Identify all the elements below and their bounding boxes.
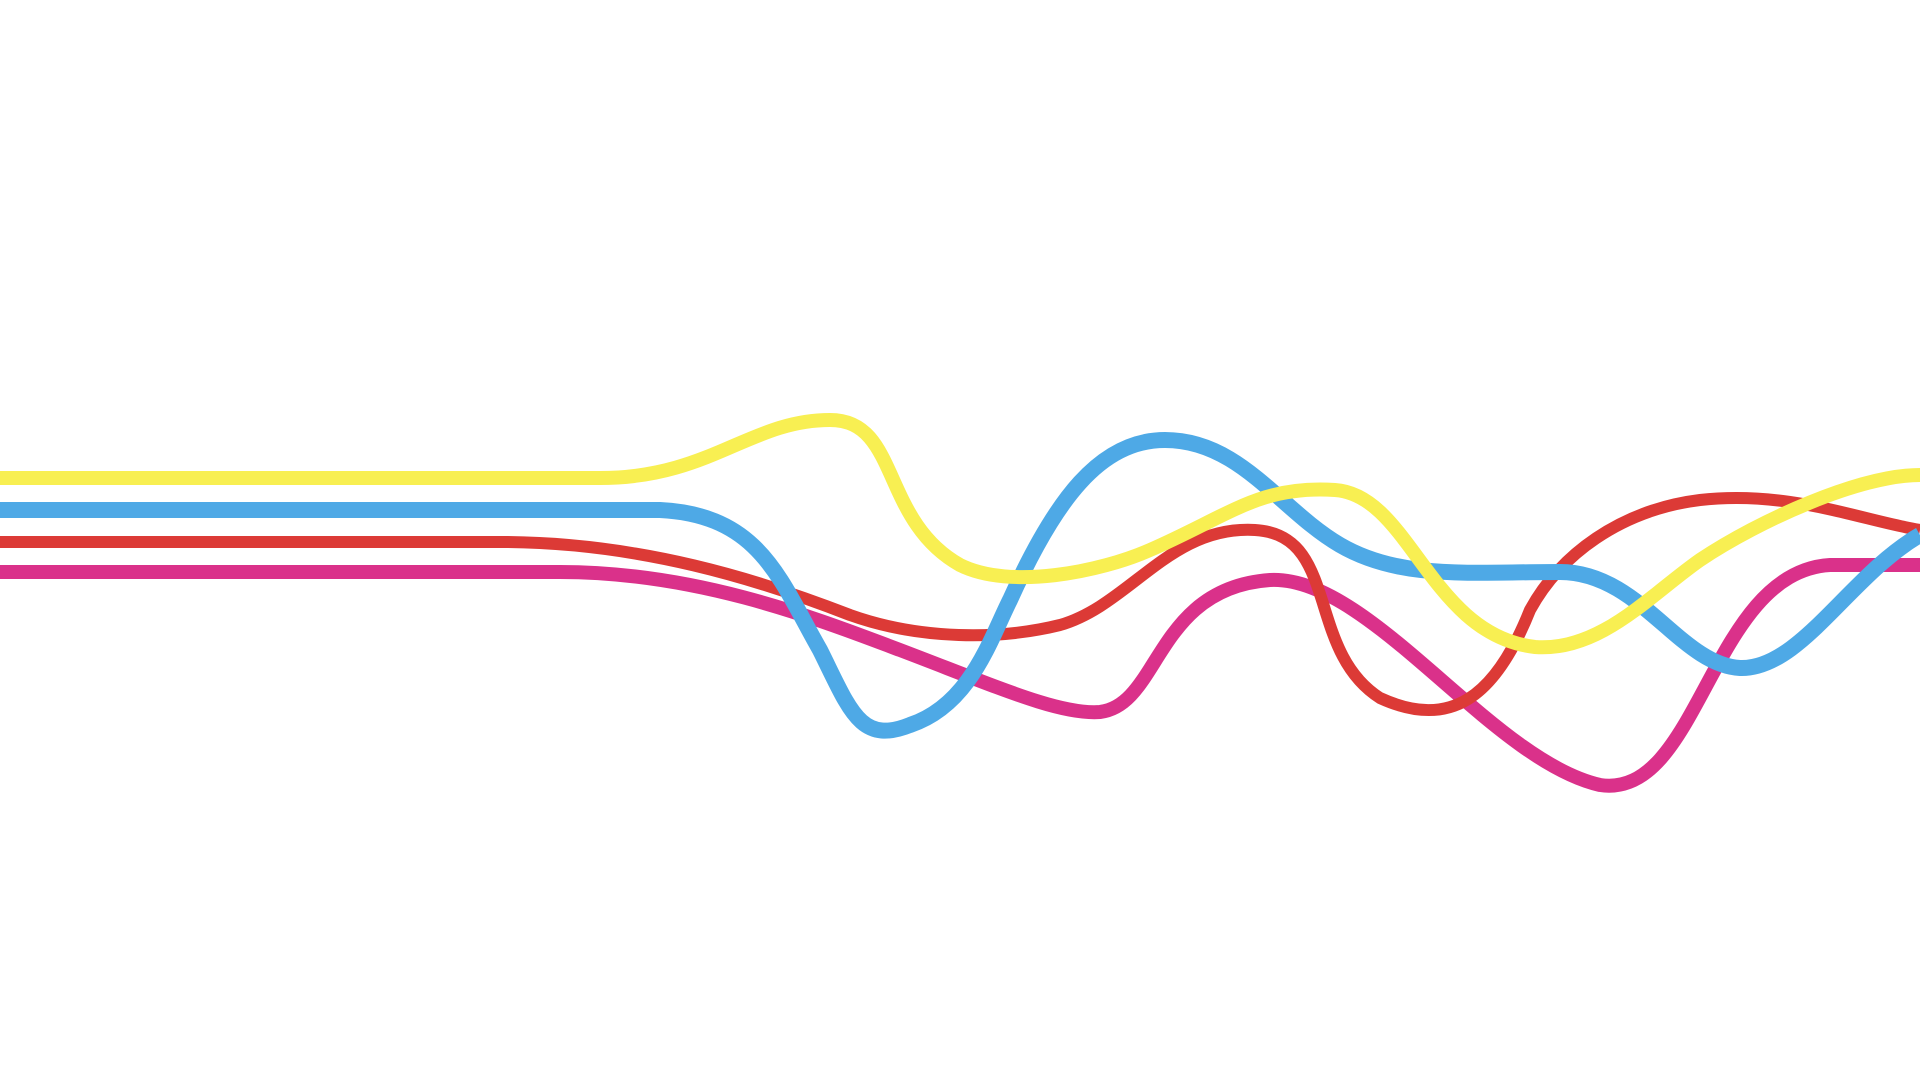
yellow-ribbon: [0, 413, 1920, 655]
blue-ribbon: [0, 432, 1920, 739]
magenta-ribbon: [0, 558, 1920, 793]
red-ribbon: [0, 492, 1920, 717]
